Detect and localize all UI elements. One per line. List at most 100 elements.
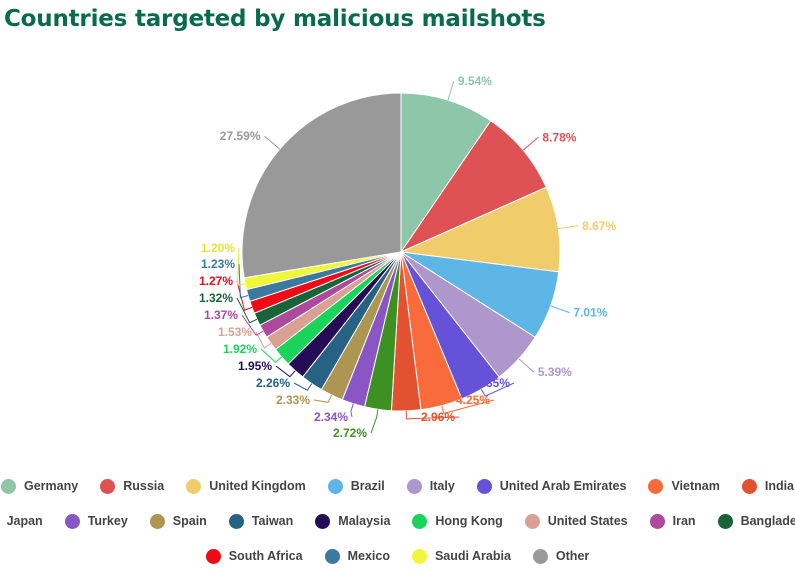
connector-line-japan: [370, 409, 379, 434]
legend-label-south-africa: South Africa: [228, 549, 303, 563]
legend-item-united-states[interactable]: United States: [524, 513, 628, 529]
legend-swatch-india: [741, 478, 757, 494]
legend-swatch-spain: [149, 513, 165, 529]
legend-item-iran[interactable]: Iran: [649, 513, 696, 529]
connector-line-saudi-arabia: [236, 247, 246, 286]
legend-item-bangladesh[interactable]: Bangladesh: [717, 513, 795, 529]
legend-item-brazil[interactable]: Brazil: [327, 478, 385, 494]
legend-item-malaysia[interactable]: Malaysia: [315, 513, 391, 529]
legend-item-turkey[interactable]: Turkey: [64, 513, 128, 529]
legend-label-turkey: Turkey: [87, 514, 128, 528]
connector-line-united-kingdom: [558, 225, 579, 230]
legend-swatch-united-kingdom: [186, 478, 202, 494]
legend-swatch-turkey: [64, 513, 80, 529]
data-label-south-africa: 1.27%: [199, 274, 233, 288]
legend-label-spain: Spain: [172, 514, 207, 528]
legend-swatch-other: [532, 548, 548, 564]
data-label-hong-kong: 1.92%: [223, 342, 257, 356]
connector-line-mexico: [238, 263, 249, 299]
legend-item-japan[interactable]: Japan: [0, 514, 43, 529]
legend-label-brazil: Brazil: [350, 479, 385, 493]
legend-label-hong-kong: Hong Kong: [435, 514, 503, 528]
data-label-iran: 1.37%: [204, 308, 238, 322]
data-label-vietnam: 4.25%: [456, 393, 490, 407]
legend-label-other: Other: [555, 549, 590, 563]
legend-swatch-united-arab-emirates: [476, 478, 492, 494]
legend-swatch-italy: [406, 478, 422, 494]
legend-item-mexico[interactable]: Mexico: [324, 548, 390, 564]
data-label-united-arab-emirates: 4.35%: [476, 376, 510, 390]
legend-item-united-arab-emirates[interactable]: United Arab Emirates: [476, 478, 627, 494]
pie-slice-other[interactable]: [241, 92, 402, 279]
connector-line-vietnam: [441, 399, 495, 415]
data-label-united-kingdom: 8.67%: [582, 219, 616, 233]
data-label-malaysia: 1.95%: [238, 359, 272, 373]
pie-slice-united-kingdom[interactable]: [399, 186, 561, 273]
connector-line-united-states: [255, 331, 272, 349]
legend-item-united-kingdom[interactable]: United Kingdom: [186, 478, 306, 494]
connector-line-taiwan: [293, 382, 313, 391]
data-label-brazil: 7.01%: [573, 306, 607, 320]
legend-swatch-south-africa: [205, 548, 221, 564]
legend-swatch-germany: [1, 478, 16, 494]
data-label-saudi-arabia: 1.20%: [201, 241, 235, 255]
connector-line-brazil: [550, 305, 570, 314]
legend-label-taiwan: Taiwan: [251, 514, 294, 528]
legend-item-india[interactable]: India: [741, 478, 795, 494]
legend-label-italy: Italy: [429, 479, 455, 493]
legend-item-italy[interactable]: Italy: [406, 478, 455, 494]
legend-label-malaysia: Malaysia: [338, 514, 391, 528]
data-label-japan: 2.72%: [333, 426, 367, 440]
data-label-other: 27.59%: [220, 129, 261, 143]
legend-swatch-saudi-arabia: [411, 548, 427, 564]
legend-label-united-arab-emirates: United Arab Emirates: [499, 479, 627, 493]
legend-label-germany: Germany: [24, 479, 79, 493]
legend-item-south-africa[interactable]: South Africa: [205, 548, 303, 564]
connector-line-other: [264, 135, 281, 150]
legend-label-united-states: United States: [547, 514, 628, 528]
legend-item-vietnam[interactable]: Vietnam: [648, 478, 720, 494]
legend-item-taiwan[interactable]: Taiwan: [228, 513, 294, 529]
legend-label-saudi-arabia: Saudi Arabia: [434, 549, 511, 563]
connector-line-iran: [241, 314, 264, 336]
data-label-india: 2.96%: [421, 410, 455, 424]
data-label-bangladesh: 1.32%: [199, 291, 233, 305]
legend-label-united-kingdom: United Kingdom: [209, 479, 306, 493]
legend-item-saudi-arabia[interactable]: Saudi Arabia: [411, 548, 511, 564]
data-label-spain: 2.33%: [276, 393, 310, 407]
legend-swatch-iran: [649, 513, 665, 529]
connector-line-india: [405, 410, 460, 420]
legend-item-germany[interactable]: Germany: [1, 478, 79, 494]
legend-swatch-brazil: [327, 478, 343, 494]
legend-swatch-vietnam: [648, 478, 664, 494]
legend-label-india: India: [764, 479, 795, 493]
legend-row-1: Germany Russia United Kingdom Brazil Italy Un…: [0, 476, 795, 496]
legend-item-hong-kong[interactable]: Hong Kong: [412, 513, 503, 529]
legend-swatch-malaysia: [315, 513, 331, 529]
connector-line-germany: [447, 80, 455, 101]
legend-item-russia[interactable]: Russia: [100, 478, 165, 494]
legend-label-russia: Russia: [123, 479, 165, 493]
legend-label-iran: Iran: [672, 514, 696, 528]
data-label-russia: 8.78%: [542, 130, 576, 144]
legend-row-3: South Africa Mexico Saudi Arabia Other: [0, 546, 795, 566]
data-label-italy: 5.39%: [538, 365, 572, 379]
connector-line-turkey: [350, 403, 354, 418]
legend-swatch-united-states: [524, 513, 540, 529]
legend-item-spain[interactable]: Spain: [149, 513, 207, 529]
data-label-germany: 9.54%: [458, 74, 492, 88]
connector-line-spain: [313, 394, 333, 403]
data-label-mexico: 1.23%: [201, 257, 235, 271]
connector-line-bangladesh: [236, 297, 258, 324]
pie-slice-germany[interactable]: [400, 92, 492, 254]
legend-item-other[interactable]: Other: [532, 548, 590, 564]
legend-label-vietnam: Vietnam: [671, 479, 720, 493]
connector-line-italy: [518, 358, 535, 373]
pie-slice-russia[interactable]: [399, 120, 547, 254]
data-label-turkey: 2.34%: [314, 410, 348, 424]
connector-line-south-africa: [236, 280, 253, 311]
legend-swatch-bangladesh: [717, 513, 733, 529]
legend-label-bangladesh: Bangladesh: [740, 514, 795, 528]
connector-line-hong-kong: [260, 348, 282, 363]
